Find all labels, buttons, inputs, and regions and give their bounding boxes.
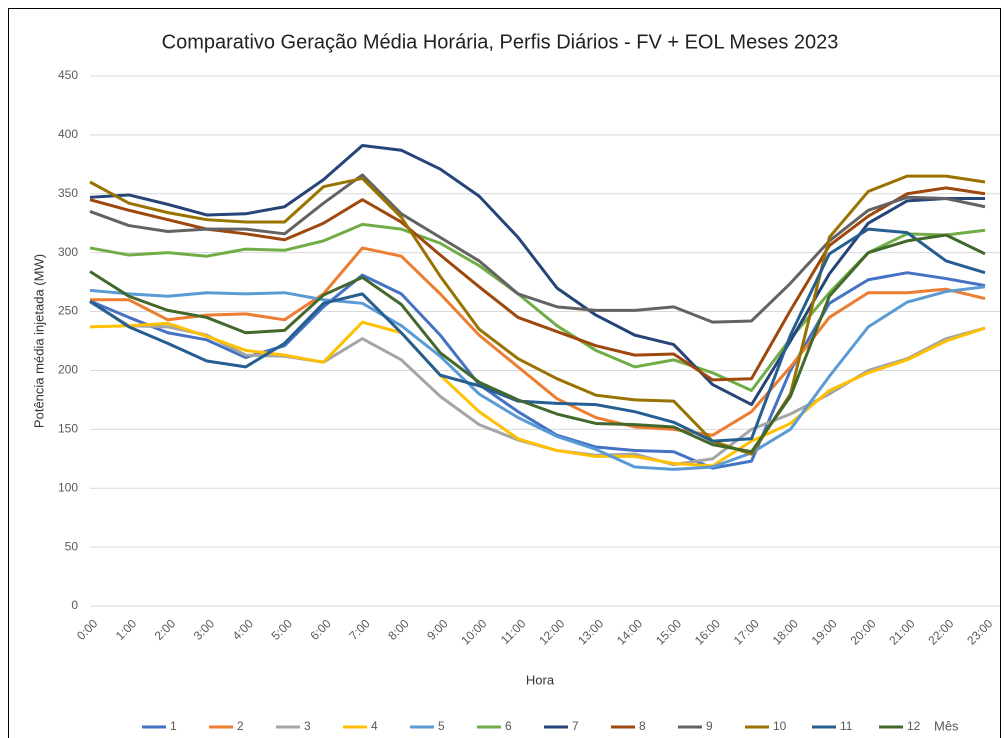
- series-line: [90, 246, 986, 437]
- y-tick-label: 50: [65, 539, 79, 553]
- legend-label: 5: [438, 719, 445, 733]
- legend-title: Mês: [934, 718, 959, 733]
- series-line: [89, 285, 986, 471]
- y-tick-label: 450: [58, 68, 78, 82]
- chart-frame: [8, 8, 1001, 738]
- y-tick-label: 200: [58, 363, 78, 377]
- series-line: [89, 233, 986, 454]
- series-line: [89, 222, 986, 392]
- series-line: [89, 271, 986, 470]
- series-line: [89, 143, 985, 407]
- y-tick-label: 100: [58, 480, 78, 494]
- y-tick-label: 300: [58, 245, 78, 259]
- series-line: [89, 186, 986, 382]
- y-axis-title: Potência média injetada (MW): [31, 254, 46, 428]
- chart-title: Comparativo Geração Média Horária, Perfi…: [162, 31, 839, 53]
- legend-label: 3: [304, 719, 311, 733]
- series-line: [89, 173, 986, 324]
- y-tick-label: 150: [58, 422, 78, 436]
- y-tick-label: 0: [71, 598, 78, 612]
- legend-label: 7: [572, 719, 579, 733]
- legend-label: 4: [371, 719, 378, 733]
- legend-label: 1: [170, 719, 177, 733]
- y-tick-label: 400: [58, 127, 78, 141]
- legend-label: 12: [907, 719, 921, 733]
- series-line: [89, 174, 986, 456]
- series-line: [89, 320, 986, 468]
- series-line: [89, 227, 986, 443]
- legend-label: 9: [706, 719, 713, 733]
- legend-label: 10: [773, 719, 787, 733]
- legend-label: 6: [505, 719, 512, 733]
- legend-label: 2: [237, 719, 244, 733]
- y-tick-label: 250: [58, 304, 78, 318]
- legend-label: 11: [840, 719, 853, 733]
- y-tick-label: 350: [58, 186, 78, 200]
- legend-label: 8: [639, 719, 646, 733]
- x-axis-title: Hora: [526, 672, 555, 687]
